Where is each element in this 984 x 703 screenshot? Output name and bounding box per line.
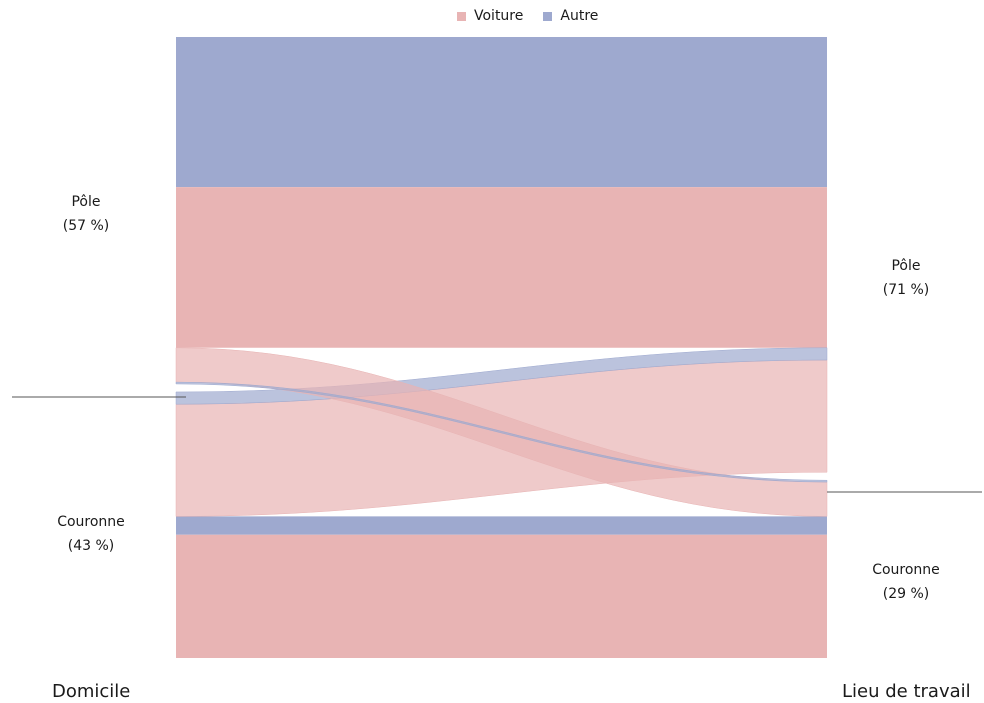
left-node-name-couronne: Couronne: [57, 514, 125, 530]
flow-band-pole-to-pole-autre[interactable]: [176, 37, 827, 188]
right-node-label-couronne: Couronne (29 %): [872, 558, 940, 606]
left-node-share-pole: (57 %): [62, 218, 110, 234]
left-node-share-couronne: (43 %): [67, 538, 115, 554]
legend-label-voiture: Voiture: [474, 8, 524, 24]
right-node-share-pole: (71 %): [882, 282, 930, 298]
flow-band-pole-to-pole-voiture[interactable]: [176, 187, 827, 348]
left-node-label-pole: Pôle (57 %): [63, 190, 110, 238]
chart-legend: Voiture Autre: [457, 8, 598, 24]
legend-label-autre: Autre: [560, 8, 599, 24]
flow-band-couronne-to-couronne-voiture[interactable]: [176, 534, 827, 658]
left-node-name-pole: Pôle: [71, 194, 101, 210]
flow-band-couronne-to-couronne-autre[interactable]: [176, 516, 827, 535]
right-node-share-couronne: (29 %): [882, 586, 930, 602]
right-node-name-pole: Pôle: [891, 258, 921, 274]
flow-band-pole-to-couronne-autre[interactable]: [175, 381, 828, 483]
legend-item-voiture[interactable]: Voiture: [457, 8, 523, 24]
right-node-name-couronne: Couronne: [872, 562, 940, 578]
left-node-label-couronne: Couronne (43 %): [57, 510, 125, 558]
legend-item-autre[interactable]: Autre: [543, 8, 598, 24]
legend-swatch-autre: [543, 11, 553, 21]
legend-swatch-voiture: [457, 11, 466, 21]
right-axis-title: Lieu de travail: [842, 681, 971, 702]
left-axis-title: Domicile: [52, 681, 131, 702]
right-node-label-pole: Pôle (71 %): [883, 254, 930, 302]
